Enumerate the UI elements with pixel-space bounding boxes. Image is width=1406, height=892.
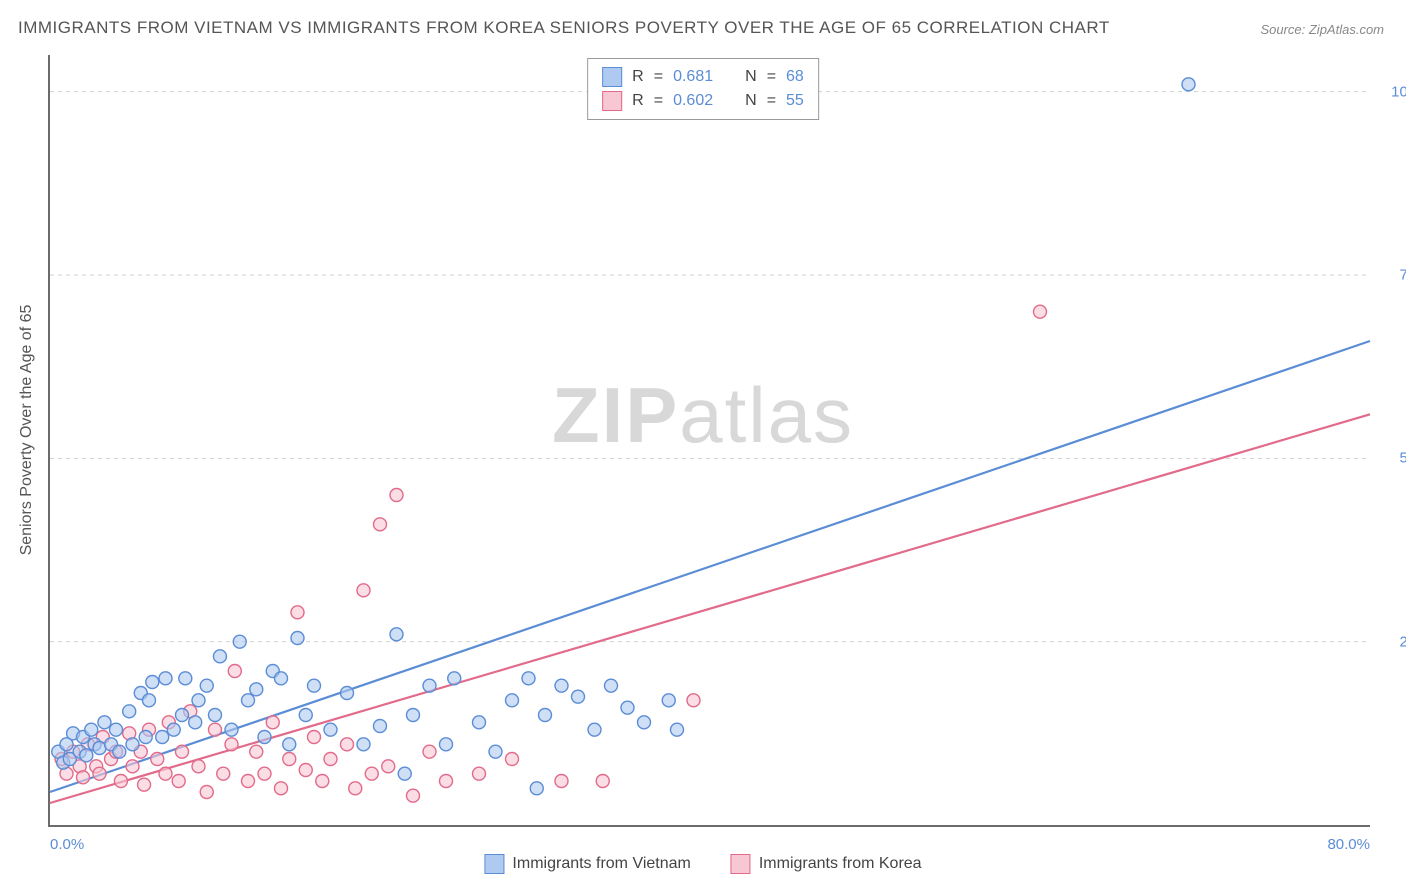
legend-item-korea: Immigrants from Korea (731, 854, 922, 874)
x-tick-label: 80.0% (1327, 836, 1370, 853)
y-tick-label: 50.0% (1382, 450, 1406, 467)
legend-label-vietnam: Immigrants from Vietnam (512, 855, 690, 873)
legend-row-korea: R = 0.602 N = 55 (602, 89, 804, 113)
r-label: R (632, 92, 644, 110)
swatch-korea (602, 91, 622, 111)
y-tick-label: 25.0% (1382, 633, 1406, 650)
y-tick-label: 100.0% (1382, 83, 1406, 100)
r-label: R (632, 68, 644, 86)
series-legend: Immigrants from Vietnam Immigrants from … (484, 854, 921, 874)
plot-area: 25.0%50.0%75.0%100.0% 0.0%80.0% (48, 55, 1370, 827)
eq-sign: = (767, 92, 776, 110)
swatch-vietnam (602, 67, 622, 87)
n-label: N (745, 92, 757, 110)
y-tick-label: 75.0% (1382, 267, 1406, 284)
source-label: Source: ZipAtlas.com (1260, 22, 1384, 37)
eq-sign: = (654, 92, 663, 110)
legend-row-vietnam: R = 0.681 N = 68 (602, 65, 804, 89)
scatter-vietnam (52, 78, 1195, 795)
r-value-vietnam: 0.681 (673, 68, 713, 86)
n-value-korea: 55 (786, 92, 804, 110)
legend-label-korea: Immigrants from Korea (759, 855, 922, 873)
eq-sign: = (654, 68, 663, 86)
gridlines (50, 92, 1370, 642)
swatch-korea (731, 854, 751, 874)
n-value-vietnam: 68 (786, 68, 804, 86)
correlation-legend: R = 0.681 N = 68 R = 0.602 N = 55 (587, 58, 819, 120)
chart-title: IMMIGRANTS FROM VIETNAM VS IMMIGRANTS FR… (18, 18, 1110, 38)
n-label: N (745, 68, 757, 86)
trend-lines (50, 341, 1370, 803)
y-axis-title: Seniors Poverty Over the Age of 65 (18, 305, 36, 556)
x-tick-label: 0.0% (50, 836, 84, 853)
swatch-vietnam (484, 854, 504, 874)
eq-sign: = (767, 68, 776, 86)
legend-item-vietnam: Immigrants from Vietnam (484, 854, 690, 874)
plot-svg (50, 55, 1370, 825)
r-value-korea: 0.602 (673, 92, 713, 110)
